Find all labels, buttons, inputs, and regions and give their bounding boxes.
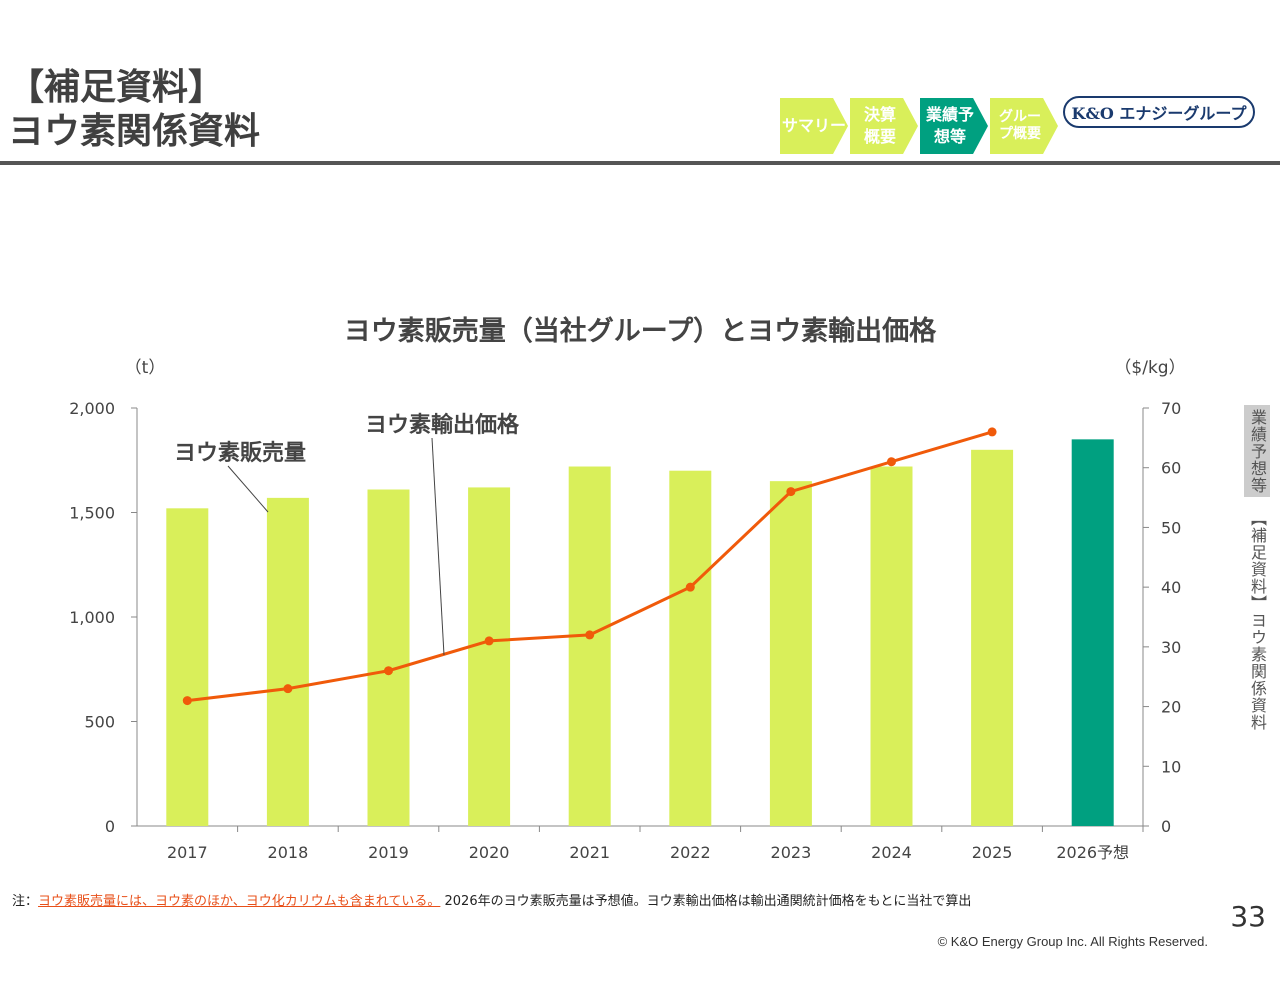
bar-2019 — [367, 489, 410, 826]
x-tick-label: 2020 — [469, 843, 510, 862]
left-tick-label: 0 — [105, 817, 115, 836]
bar-2025 — [971, 449, 1014, 826]
side-tab-active[interactable]: 業績予想等 — [1244, 405, 1270, 497]
nav-group[interactable]: グループ概要 — [990, 98, 1058, 154]
price-point-2025 — [987, 427, 997, 437]
note-prefix: 注： — [12, 894, 39, 909]
chart-title: ヨウ素販売量（当社グループ）とヨウ素輸出価格 — [344, 315, 937, 347]
x-tick-label: 2024 — [871, 843, 912, 862]
x-tick-label: 2022 — [670, 843, 711, 862]
page-title: 【補足資料】 ヨウ素関係資料 — [8, 66, 260, 154]
nav-forecast-label: 業績予想等 — [925, 105, 974, 146]
nav-results[interactable]: 決算概要 — [850, 98, 918, 154]
page-number: 33 — [1230, 900, 1266, 933]
left-tick-label: 1,000 — [69, 608, 115, 627]
left-axis-label: （t） — [125, 358, 166, 378]
right-tick-label: 10 — [1161, 757, 1181, 776]
nav-group-label: グループ概要 — [999, 109, 1041, 142]
price-point-2021 — [585, 630, 595, 640]
x-tick-label: 2018 — [268, 843, 309, 862]
line-label-leader — [431, 437, 445, 656]
right-tick-label: 70 — [1161, 399, 1181, 418]
price-point-2019 — [384, 666, 393, 676]
price-point-2020 — [484, 636, 494, 646]
title-line-1: 【補足資料】 — [8, 67, 225, 108]
price-point-2017 — [182, 696, 192, 706]
company-logo: K&O エナジーグループ — [1063, 96, 1255, 128]
chart: ヨウ素販売量（当社グループ）とヨウ素輸出価格 （t） （$/kg） 05001,… — [69, 315, 1185, 862]
note-rest: 2026年のヨウ素販売量は予想値。ヨウ素輸出価格は輸出通関統計価格をもとに当社で… — [444, 894, 972, 909]
note-highlight: ヨウ素販売量には、ヨウ素のほか、ヨウ化カリウムも含まれている。 — [38, 894, 441, 909]
price-point-2022 — [685, 582, 695, 592]
right-axis-label: （$/kg） — [1114, 358, 1185, 378]
bar-2023 — [769, 481, 812, 826]
left-tick-label: 2,000 — [69, 399, 115, 418]
right-tick-label: 0 — [1161, 817, 1171, 836]
right-tick-label: 20 — [1161, 698, 1181, 717]
title-line-2: ヨウ素関係資料 — [8, 111, 261, 152]
bar-series-label: ヨウ素販売量 — [174, 440, 306, 466]
bar-label-leader — [227, 465, 269, 513]
right-tick-label: 40 — [1161, 578, 1181, 597]
x-tick-label: 2021 — [569, 843, 610, 862]
nav-summary-label: サマリー — [781, 116, 846, 135]
side-tab-current: 【補足資料】ヨウ素関係資料 — [1244, 502, 1270, 738]
bar-2018 — [266, 497, 309, 826]
price-point-2024 — [887, 457, 896, 467]
header-divider — [0, 161, 1280, 165]
price-point-2018 — [283, 684, 293, 694]
bar-2024 — [870, 466, 913, 826]
right-tick-label: 30 — [1161, 638, 1181, 657]
bar-2022 — [669, 470, 712, 826]
copyright: © K&O Energy Group Inc. All Rights Reser… — [937, 934, 1208, 949]
nav-summary[interactable]: サマリー — [780, 98, 848, 154]
nav-results-label: 決算概要 — [863, 105, 896, 146]
nav-forecast[interactable]: 業績予想等 — [920, 98, 988, 154]
x-tick-label: 2026予想 — [1056, 843, 1129, 862]
price-point-2023 — [786, 487, 796, 497]
left-tick-label: 1,500 — [69, 504, 115, 523]
bar-2020 — [468, 487, 511, 826]
bar-2021 — [568, 466, 611, 826]
x-tick-label: 2023 — [771, 843, 812, 862]
left-tick-label: 500 — [84, 713, 115, 732]
bar-2017 — [166, 508, 209, 826]
line-series-label: ヨウ素輸出価格 — [365, 412, 520, 438]
x-tick-label: 2017 — [167, 843, 208, 862]
x-tick-label: 2019 — [368, 843, 409, 862]
right-tick-label: 50 — [1161, 518, 1181, 537]
side-tab-current-label: 【補足資料】ヨウ素関係資料 — [1248, 509, 1267, 731]
x-tick-label: 2025 — [972, 843, 1013, 862]
footnote: 注：ヨウ素販売量には、ヨウ素のほか、ヨウ化カリウムも含まれている。 2026年の… — [12, 894, 1217, 910]
bar-2026予想 — [1071, 439, 1114, 826]
side-tab-active-label: 業績予想等 — [1248, 408, 1267, 494]
right-tick-label: 60 — [1161, 459, 1181, 478]
